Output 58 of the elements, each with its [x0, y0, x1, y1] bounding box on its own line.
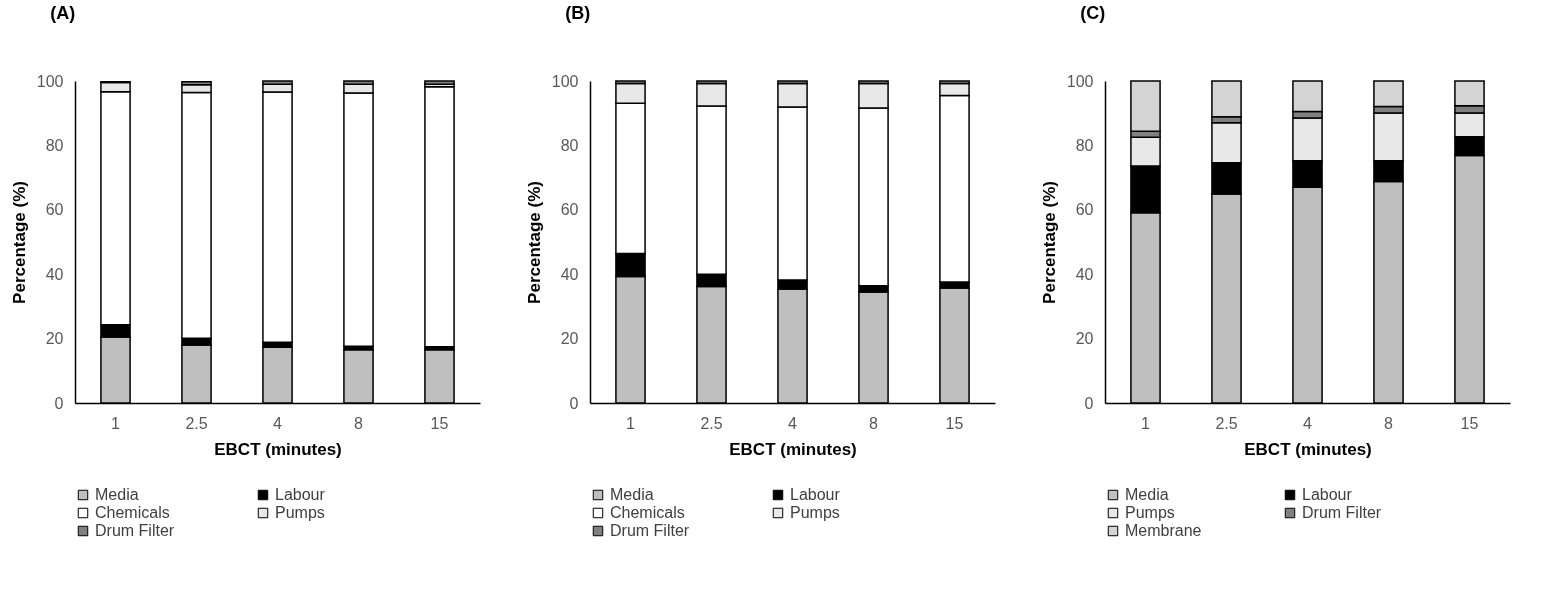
legend-label: Drum Filter [610, 522, 690, 539]
x-tick-label: 15 [945, 414, 964, 432]
legend-label: Chemicals [95, 504, 170, 521]
legend-label: Membrane [1125, 522, 1202, 539]
legend-label: Pumps [790, 504, 840, 521]
y-tick-label: 0 [54, 394, 64, 412]
y-tick-label: 0 [1084, 394, 1094, 412]
y-tick-label: 100 [36, 72, 64, 90]
y-axis-title: Percentage (%) [9, 181, 29, 304]
x-tick-label: 15 [430, 414, 449, 432]
x-tick-label: 15 [1460, 414, 1479, 432]
y-tick-label: 20 [1075, 330, 1094, 348]
legend-label: Drum Filter [95, 522, 175, 539]
chart-title: (A) [50, 3, 76, 23]
x-tick-label: 1 [111, 414, 121, 432]
y-axis-title: Percentage (%) [1039, 181, 1059, 304]
legend-label: Media [610, 486, 654, 503]
legend-label: Labour [275, 486, 326, 503]
chart-title: (C) [1080, 3, 1106, 23]
y-tick-label: 60 [45, 201, 64, 219]
legend-label: Labour [790, 486, 841, 503]
y-tick-label: 80 [1075, 136, 1094, 154]
legend-label: Labour [1302, 486, 1353, 503]
x-tick-label: 8 [869, 414, 879, 432]
y-axis-title: Percentage (%) [524, 181, 544, 304]
legend-label: Pumps [275, 504, 325, 521]
y-tick-label: 40 [1075, 265, 1094, 283]
x-tick-label: 4 [1303, 414, 1313, 432]
x-tick-label: 2.5 [1215, 414, 1238, 432]
x-axis-title: EBCT (minutes) [729, 439, 857, 459]
x-tick-label: 8 [354, 414, 364, 432]
y-tick-label: 60 [1075, 201, 1094, 219]
legend-label: Media [95, 486, 139, 503]
x-tick-label: 1 [626, 414, 636, 432]
y-tick-label: 40 [560, 265, 579, 283]
y-tick-label: 80 [560, 136, 579, 154]
legend-label: Chemicals [610, 504, 685, 521]
y-tick-label: 20 [45, 330, 64, 348]
chart-title: (B) [565, 3, 591, 23]
legend-label: Media [1125, 486, 1169, 503]
y-tick-label: 20 [560, 330, 579, 348]
x-tick-label: 1 [1141, 414, 1151, 432]
y-tick-label: 40 [45, 265, 64, 283]
y-tick-label: 0 [569, 394, 579, 412]
y-tick-label: 60 [560, 201, 579, 219]
x-tick-label: 2.5 [700, 414, 723, 432]
y-tick-label: 80 [45, 136, 64, 154]
x-tick-label: 8 [1384, 414, 1394, 432]
legend-label: Pumps [1125, 504, 1175, 521]
x-tick-label: 4 [273, 414, 283, 432]
x-axis-title: EBCT (minutes) [1244, 439, 1372, 459]
x-axis-title: EBCT (minutes) [214, 439, 342, 459]
y-tick-label: 100 [551, 72, 579, 90]
y-tick-label: 100 [1066, 72, 1094, 90]
legend-label: Drum Filter [1302, 504, 1382, 521]
x-tick-label: 4 [788, 414, 798, 432]
bar [424, 86, 455, 348]
x-tick-label: 2.5 [185, 414, 208, 432]
